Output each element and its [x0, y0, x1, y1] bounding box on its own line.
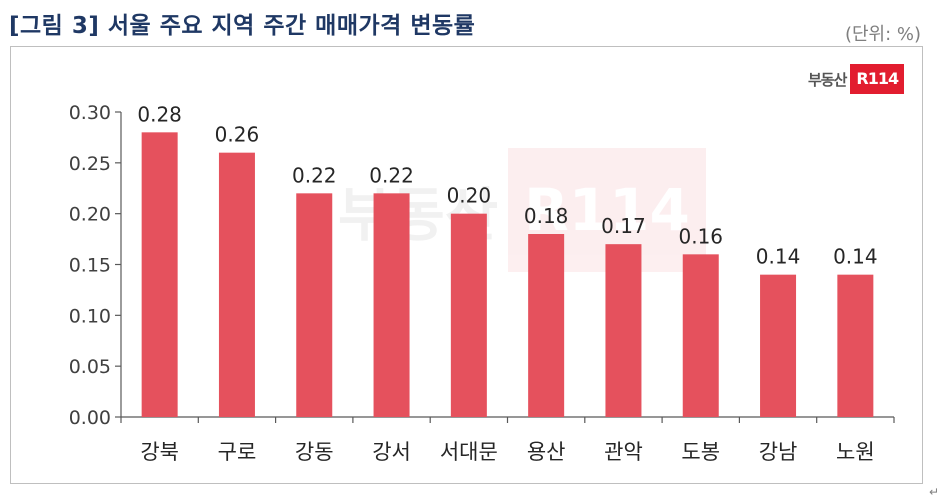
paragraph-mark-icon: ↵ [928, 485, 939, 499]
data-label: 0.16 [678, 224, 723, 248]
bar-series [141, 132, 874, 418]
x-tick-label: 관악 [604, 440, 643, 464]
bar-노원 [837, 274, 874, 417]
bar-강남 [760, 274, 797, 417]
bar-도봉 [682, 254, 719, 417]
bar-강서 [373, 193, 410, 417]
brand-logo: 부동산 R114 [808, 62, 905, 96]
brand-logo-text: 부동산 [808, 70, 847, 89]
data-label: 0.28 [137, 102, 182, 126]
data-label: 0.18 [524, 204, 569, 228]
y-tick-label: 0.10 [69, 305, 111, 327]
chart-title: [그림 3] 서울 주요 지역 주간 매매가격 변동률 [9, 13, 476, 39]
x-tick-label: 강서 [372, 440, 411, 464]
y-tick-label: 0.05 [69, 356, 111, 378]
y-tick-label: 0.25 [69, 153, 111, 175]
x-tick-label: 용산 [527, 440, 566, 464]
data-label: 0.22 [292, 163, 337, 187]
data-labels: 0.28 0.26 0.22 0.22 0.20 0.18 0.17 0.16 0.14 0.14 [137, 102, 877, 268]
bar-강동 [296, 193, 333, 417]
unit-label: (단위: %) [844, 24, 921, 45]
y-axis: 0.00 0.05 0.10 0.15 0.20 0.25 0.30 [69, 102, 122, 429]
y-tick-label: 0.15 [69, 255, 111, 277]
bar-서대문 [450, 213, 487, 417]
bar-관악 [605, 244, 642, 417]
x-tick-label: 서대문 [440, 440, 498, 464]
data-label: 0.14 [756, 245, 801, 269]
x-tick-label: 강동 [295, 440, 334, 464]
y-tick-label: 0.30 [69, 102, 111, 124]
data-label: 0.20 [447, 184, 492, 208]
x-tick-label: 노원 [836, 440, 875, 464]
x-tick-label: 구로 [218, 440, 257, 464]
data-label: 0.14 [833, 245, 878, 269]
x-axis: 강북 구로 강동 강서 서대문 용산 관악 도봉 강남 노원 [120, 416, 895, 464]
bar-구로 [218, 152, 255, 417]
data-label: 0.26 [215, 123, 260, 147]
data-label: 0.22 [369, 163, 414, 187]
x-tick-label: 도봉 [681, 440, 720, 464]
x-tick-label: 강북 [140, 440, 179, 464]
data-label: 0.17 [601, 214, 646, 238]
bar-용산 [528, 234, 565, 417]
bar-강북 [141, 132, 178, 418]
brand-logo-badge: R114 [850, 64, 905, 94]
x-tick-label: 강남 [759, 440, 798, 464]
y-tick-label: 0.20 [69, 204, 111, 226]
chart-frame [10, 46, 923, 484]
y-tick-label: 0.00 [69, 407, 111, 429]
